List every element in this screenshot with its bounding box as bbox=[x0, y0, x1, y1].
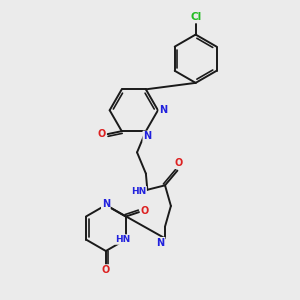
Text: Cl: Cl bbox=[190, 13, 201, 22]
Text: N: N bbox=[102, 199, 110, 208]
Text: HN: HN bbox=[115, 235, 130, 244]
Text: N: N bbox=[157, 238, 165, 248]
Text: O: O bbox=[141, 206, 149, 216]
Text: O: O bbox=[175, 158, 183, 168]
Text: N: N bbox=[143, 131, 152, 142]
Text: HN: HN bbox=[131, 187, 146, 196]
Text: O: O bbox=[98, 129, 106, 139]
Text: N: N bbox=[159, 105, 167, 115]
Text: O: O bbox=[102, 265, 110, 275]
